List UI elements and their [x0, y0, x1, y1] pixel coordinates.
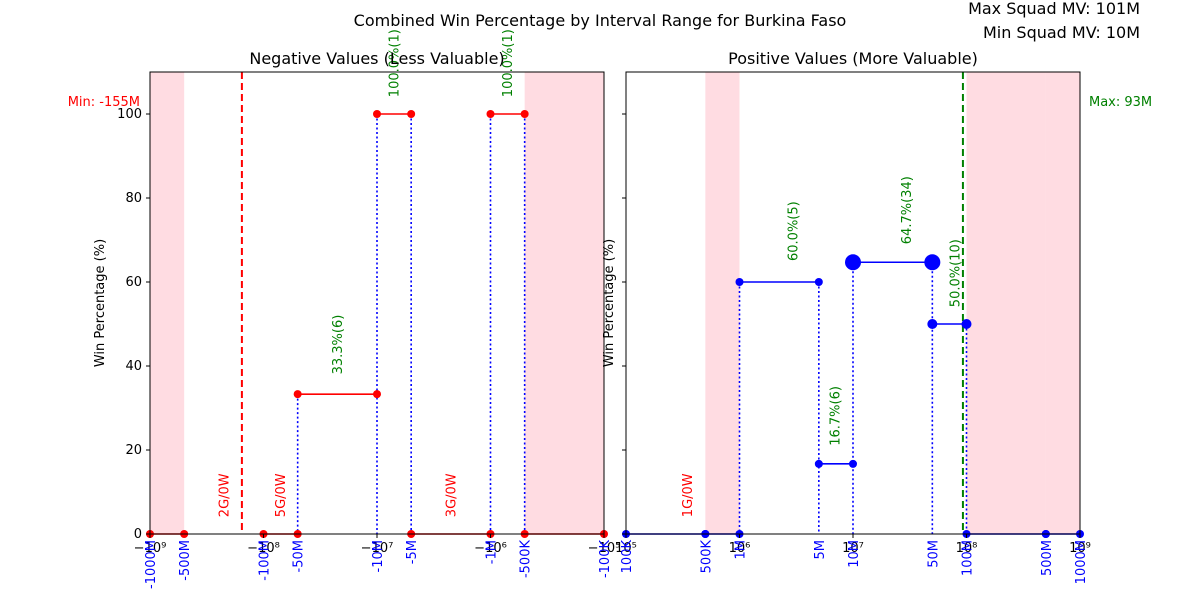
y-axis-label: Win Percentage (%) — [602, 239, 617, 367]
x-tick-label: −10⁹ — [134, 541, 167, 556]
win-pct-annotation: 60.0%(5) — [787, 201, 802, 261]
data-point — [373, 110, 381, 118]
data-point — [845, 254, 861, 271]
shaded-range — [524, 72, 604, 534]
y-axis-label: Win Percentage (%) — [93, 239, 108, 367]
min-squad-label: Min Squad MV: 10M — [983, 23, 1140, 42]
y-tick-label: 40 — [125, 359, 142, 374]
interval-tick-label: 5M — [813, 540, 828, 560]
data-point — [293, 390, 302, 399]
interval-tick-label: 500M — [1040, 540, 1055, 576]
x-tick-label: 10⁵ — [615, 541, 637, 556]
interval-tick-label: -100M — [258, 540, 273, 581]
interval-tick-label: -100K — [598, 540, 613, 579]
data-point — [814, 278, 823, 286]
interval-tick-label: 500K — [699, 540, 714, 574]
data-point — [924, 254, 941, 271]
win-pct-annotation: 64.7%(34) — [900, 176, 915, 244]
min-limit-label: Min: -155M — [68, 95, 140, 110]
games-annotation: 1G/0W — [681, 473, 696, 517]
interval-tick-label: -500K — [519, 540, 534, 579]
chart-panel-2: Max: 93M 1G/0W 60.0%(5) 16.7%(6) 64.7%(34) 50… — [602, 49, 1152, 584]
chart-panel-1: Min: -155M 2G/0W 5G/0W 3G/0W 33.3%(6) 100.0%(… — [68, 29, 621, 589]
data-point — [735, 278, 744, 286]
shaded-range — [705, 72, 740, 534]
interval-tick-label: 50M — [926, 540, 941, 568]
interval-tick-label: 100M — [961, 540, 976, 576]
data-point — [814, 459, 823, 468]
interval-tick-label: 1000M — [1074, 540, 1089, 584]
x-tick-label: −10⁸ — [247, 541, 280, 556]
interval-tick-label: -500M — [178, 540, 193, 581]
shaded-range — [150, 72, 185, 534]
panel-title: Positive Values (More Valuable) — [728, 49, 978, 68]
x-tick-label: −10⁵ — [588, 541, 621, 556]
x-tick-label: 10⁹ — [1069, 541, 1091, 556]
interval-tick-label: -5M — [405, 540, 420, 564]
figure-title: Combined Win Percentage by Interval Rang… — [354, 11, 847, 30]
x-tick-label: 10⁸ — [956, 541, 978, 556]
shaded-range — [1045, 72, 1080, 534]
y-tick-label: 80 — [125, 191, 142, 206]
interval-tick-label: 10M — [847, 540, 862, 568]
x-tick-label: −10⁷ — [361, 541, 394, 556]
max-limit-label: Max: 93M — [1089, 95, 1152, 110]
shaded-range — [966, 72, 1046, 534]
win-pct-annotation: 16.7%(6) — [828, 386, 843, 446]
data-point — [486, 110, 495, 118]
interval-tick-label: -50M — [292, 540, 307, 572]
interval-tick-label: -10M — [371, 540, 386, 572]
y-tick-label: 60 — [125, 275, 142, 290]
data-point — [407, 110, 416, 118]
y-tick-label: 0 — [134, 527, 142, 542]
data-point — [520, 110, 529, 118]
data-point — [373, 390, 381, 399]
data-point — [927, 319, 938, 329]
win-pct-annotation: 100.0%(1) — [501, 29, 516, 97]
interval-tick-label: 1M — [734, 540, 749, 560]
y-tick-label: 100 — [117, 107, 142, 122]
data-point — [961, 319, 972, 329]
games-annotation: 2G/0W — [218, 473, 233, 517]
games-annotation: 5G/0W — [274, 473, 289, 517]
win-pct-annotation: 50.0%(10) — [949, 239, 964, 307]
x-tick-label: 10⁷ — [842, 541, 864, 556]
interval-tick-label: -1M — [485, 540, 500, 564]
data-point — [849, 459, 857, 468]
max-squad-label: Max Squad MV: 101M — [968, 0, 1140, 18]
games-annotation: 3G/0W — [445, 473, 460, 517]
interval-tick-label: -1000M — [144, 540, 159, 589]
x-tick-label: 10⁶ — [729, 541, 751, 556]
panel-title: Negative Values (Less Valuable) — [249, 49, 504, 68]
y-tick-label: 20 — [125, 443, 142, 458]
interval-tick-label: 100K — [620, 540, 635, 574]
win-pct-annotation: 100.0%(1) — [388, 29, 403, 97]
win-pct-annotation: 33.3%(6) — [331, 315, 346, 375]
x-tick-label: −10⁶ — [474, 541, 507, 556]
